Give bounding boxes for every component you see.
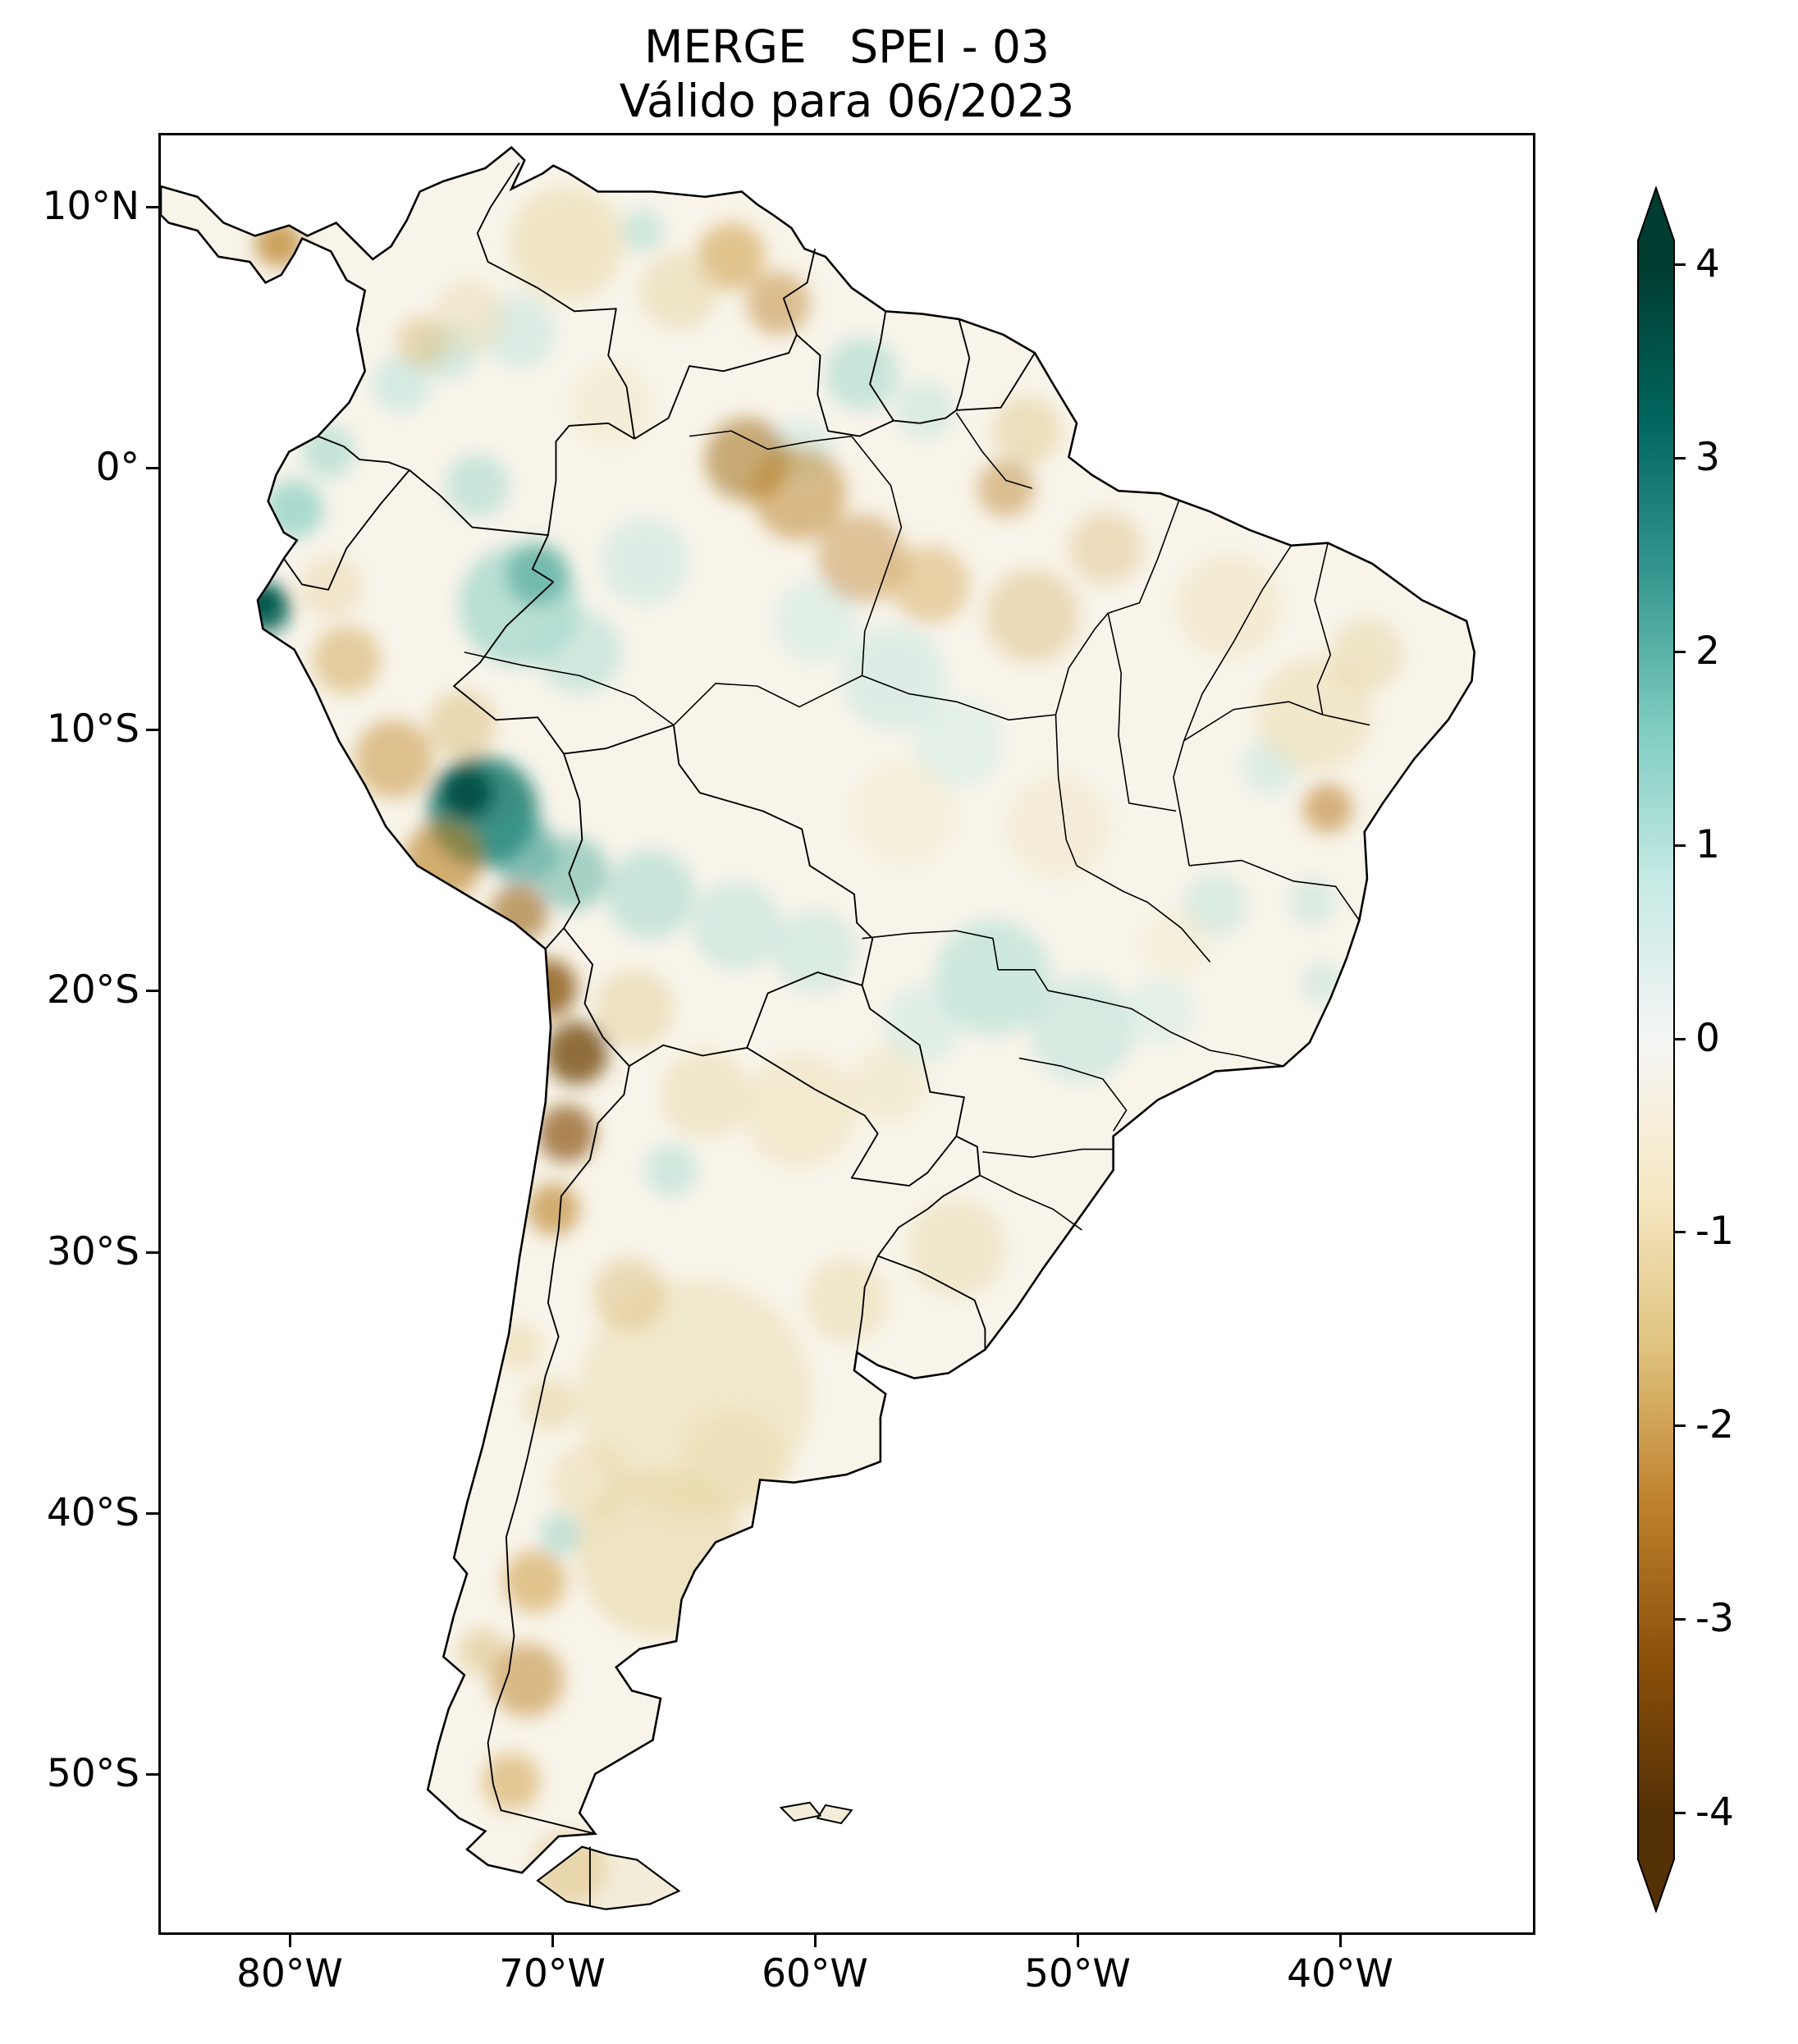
figure-title: MERGE SPEI - 03 <box>643 21 1050 73</box>
colorbar-tick-label: 1 <box>1695 822 1720 867</box>
state-borders <box>464 412 1370 1231</box>
x-axis-tick <box>551 1935 554 1947</box>
colorbar-gradient-bar <box>1637 185 1675 1914</box>
colorbar-tick <box>1675 1812 1686 1814</box>
colorbar-tick <box>1675 1038 1686 1040</box>
colorbar-tick <box>1675 457 1686 460</box>
y-axis-tick-label: 30°S <box>46 1229 140 1274</box>
colorbar-tick-label: 2 <box>1695 629 1720 674</box>
figure-header: MERGE SPEI - 03 Válido para 06/2023 <box>158 20 1535 128</box>
y-axis-tick <box>146 990 158 992</box>
colorbar-tick-label: 3 <box>1695 435 1720 480</box>
x-axis-tick-label: 50°W <box>1024 1951 1131 1996</box>
colorbar-tick-label: 4 <box>1695 241 1720 286</box>
colorbar-tick <box>1675 651 1686 653</box>
y-axis-tick-label: 0° <box>95 445 140 490</box>
colorbar-tick-label: -4 <box>1695 1790 1734 1835</box>
x-axis-tick-label: 80°W <box>236 1951 343 1996</box>
colorbar-tick <box>1675 1618 1686 1621</box>
y-axis-tick <box>146 467 158 469</box>
y-axis-tick-label: 20°S <box>46 967 140 1013</box>
landmass <box>161 147 1475 1873</box>
x-axis-tick <box>814 1935 817 1947</box>
x-axis-tick <box>1077 1935 1079 1947</box>
south-america-map-svg <box>161 145 1475 1910</box>
colorbar-tick <box>1675 844 1686 847</box>
map-canvas <box>161 135 1533 1932</box>
y-axis-tick <box>146 1773 158 1776</box>
y-axis-tick <box>146 1251 158 1254</box>
y-axis-tick-label: 10°S <box>46 706 140 752</box>
colorbar-tick-label: 0 <box>1695 1016 1720 1061</box>
x-axis-tick <box>289 1935 291 1947</box>
colorbar-tick <box>1675 263 1686 266</box>
y-axis-tick-label: 50°S <box>46 1751 140 1796</box>
colorbar-tick <box>1675 1424 1686 1427</box>
colorbar-svg <box>1637 185 1675 1914</box>
x-axis-tick-label: 70°W <box>499 1951 606 1996</box>
y-axis-tick-label: 40°S <box>46 1490 140 1535</box>
colorbar-tick-label: -1 <box>1695 1209 1734 1254</box>
colorbar-tick-label: -3 <box>1695 1596 1734 1641</box>
spei-raster <box>240 185 1404 1905</box>
x-axis-tick <box>1339 1935 1342 1947</box>
x-axis-tick-label: 60°W <box>762 1951 868 1996</box>
y-axis-tick-label: 10°N <box>42 184 140 229</box>
figure-subtitle: Válido para 06/2023 <box>619 75 1075 127</box>
y-axis-tick <box>146 206 158 208</box>
x-axis-tick-label: 40°W <box>1287 1951 1393 1996</box>
y-axis-tick <box>146 1512 158 1515</box>
colorbar <box>1637 185 1675 1914</box>
coastline <box>161 145 1475 1874</box>
colorbar-tick-label: -2 <box>1695 1402 1734 1447</box>
map-plot-area: INPE <box>158 133 1535 1935</box>
y-axis-tick <box>146 729 158 731</box>
colorbar-tick <box>1675 1231 1686 1233</box>
country-borders <box>283 162 1036 1907</box>
